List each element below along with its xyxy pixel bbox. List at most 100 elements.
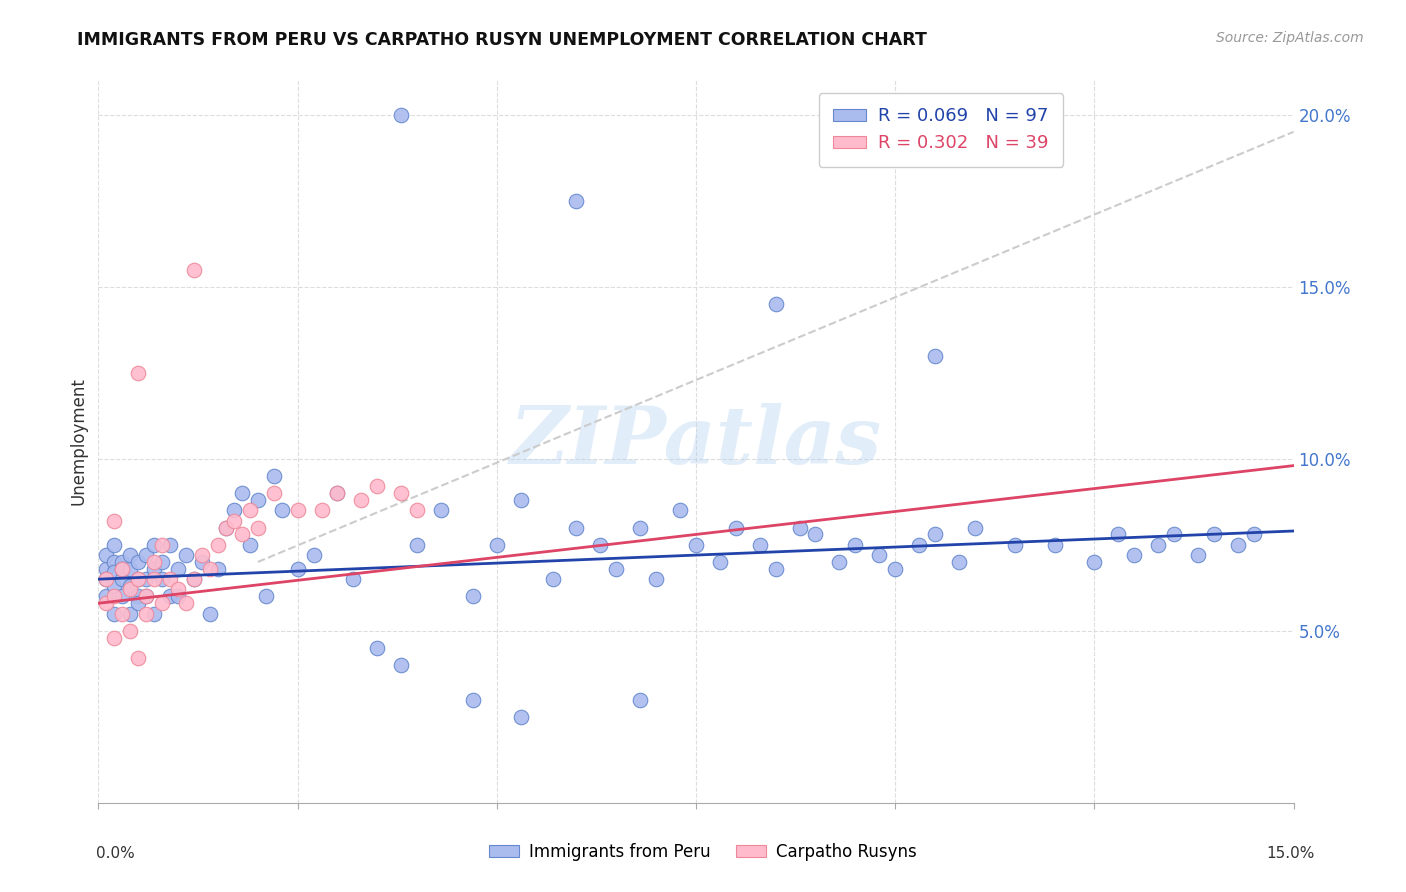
Point xyxy=(120,582,142,597)
Point xyxy=(1226,538,1249,552)
Point xyxy=(103,555,125,569)
Point xyxy=(111,572,134,586)
Point xyxy=(246,520,269,534)
Point xyxy=(239,538,262,552)
Text: ZIPatlas: ZIPatlas xyxy=(510,403,882,480)
Point xyxy=(748,538,770,552)
Point xyxy=(103,590,125,604)
Point xyxy=(143,607,166,621)
Point xyxy=(844,538,866,552)
Point xyxy=(1123,548,1146,562)
Point xyxy=(127,596,149,610)
Point xyxy=(287,503,309,517)
Point xyxy=(127,572,149,586)
Point xyxy=(120,579,142,593)
Point xyxy=(765,297,787,311)
Point xyxy=(924,349,946,363)
Point xyxy=(167,590,190,604)
Point xyxy=(191,548,214,562)
Point xyxy=(135,548,157,562)
Point xyxy=(135,572,157,586)
Point xyxy=(924,527,946,541)
Point xyxy=(254,590,277,604)
Point xyxy=(565,194,588,208)
Legend: R = 0.069   N = 97, R = 0.302   N = 39: R = 0.069 N = 97, R = 0.302 N = 39 xyxy=(818,93,1063,167)
Point xyxy=(167,562,190,576)
Point xyxy=(1083,555,1105,569)
Point xyxy=(191,555,214,569)
Point xyxy=(222,503,245,517)
Point xyxy=(159,590,181,604)
Point xyxy=(669,503,692,517)
Point xyxy=(765,562,787,576)
Point xyxy=(183,262,205,277)
Point xyxy=(326,486,349,500)
Point xyxy=(828,555,851,569)
Point xyxy=(1187,548,1209,562)
Point xyxy=(231,486,253,500)
Point xyxy=(127,590,149,604)
Point xyxy=(96,562,118,576)
Point xyxy=(389,658,412,673)
Point xyxy=(884,562,907,576)
Point xyxy=(1147,538,1170,552)
Point xyxy=(120,607,142,621)
Point xyxy=(143,572,166,586)
Point xyxy=(287,562,309,576)
Point xyxy=(143,562,166,576)
Point xyxy=(150,538,173,552)
Point xyxy=(215,520,238,534)
Point xyxy=(222,514,245,528)
Point xyxy=(270,503,292,517)
Point xyxy=(96,572,118,586)
Point xyxy=(111,555,134,569)
Point xyxy=(302,548,325,562)
Point xyxy=(103,631,125,645)
Point xyxy=(1202,527,1225,541)
Point xyxy=(389,486,412,500)
Point xyxy=(350,493,373,508)
Point xyxy=(1243,527,1265,541)
Point xyxy=(461,590,484,604)
Point xyxy=(628,520,651,534)
Point xyxy=(461,692,484,706)
Point xyxy=(135,590,157,604)
Point xyxy=(174,596,197,610)
Point xyxy=(127,572,149,586)
Point xyxy=(246,493,269,508)
Point xyxy=(127,366,149,380)
Point xyxy=(198,607,221,621)
Point xyxy=(167,582,190,597)
Point xyxy=(565,520,588,534)
Point xyxy=(96,590,118,604)
Y-axis label: Unemployment: Unemployment xyxy=(69,377,87,506)
Point xyxy=(111,590,134,604)
Point xyxy=(509,493,531,508)
Point xyxy=(406,503,429,517)
Point xyxy=(1107,527,1129,541)
Point xyxy=(231,527,253,541)
Point xyxy=(311,503,333,517)
Point xyxy=(804,527,827,541)
Point xyxy=(103,579,125,593)
Point xyxy=(1163,527,1185,541)
Point xyxy=(159,538,181,552)
Point xyxy=(239,503,262,517)
Point xyxy=(1043,538,1066,552)
Point xyxy=(589,538,612,552)
Point xyxy=(183,572,205,586)
Point xyxy=(342,572,364,586)
Point xyxy=(789,520,811,534)
Point xyxy=(103,566,125,580)
Point xyxy=(645,572,668,586)
Point xyxy=(908,538,931,552)
Point xyxy=(174,548,197,562)
Text: Source: ZipAtlas.com: Source: ZipAtlas.com xyxy=(1216,31,1364,45)
Point xyxy=(103,514,125,528)
Point xyxy=(96,548,118,562)
Point xyxy=(111,562,134,576)
Point xyxy=(509,710,531,724)
Point xyxy=(868,548,890,562)
Point xyxy=(127,651,149,665)
Text: 15.0%: 15.0% xyxy=(1267,847,1315,861)
